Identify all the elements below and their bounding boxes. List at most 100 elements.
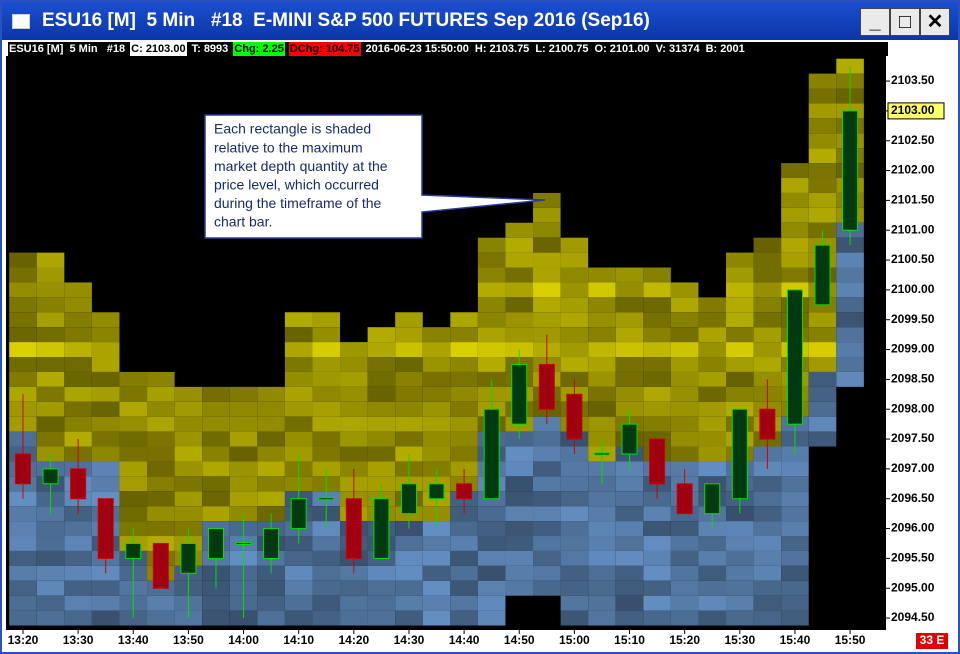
ask-depth-cell bbox=[174, 476, 203, 492]
ask-depth-cell bbox=[588, 416, 616, 432]
y-tick-label: 2096.50 bbox=[891, 491, 935, 505]
last-price-label: 2103.00 bbox=[891, 103, 935, 117]
bid-depth-cell bbox=[395, 580, 423, 596]
ask-depth-cell bbox=[9, 252, 37, 268]
ask-depth-cell bbox=[505, 282, 534, 298]
ask-depth-cell bbox=[781, 237, 809, 253]
ask-depth-cell bbox=[533, 282, 561, 298]
candle-body bbox=[511, 363, 528, 425]
ask-depth-cell bbox=[367, 357, 396, 372]
bid-depth-cell bbox=[505, 506, 534, 522]
title-bar: ESU16 [M] 5 Min #18 E-MINI S&P 500 FUTUR… bbox=[2, 2, 958, 40]
ask-depth-cell bbox=[560, 327, 589, 343]
bid-depth-cell bbox=[477, 610, 506, 626]
ask-depth-cell bbox=[670, 342, 699, 358]
candle-body bbox=[318, 497, 335, 501]
bid-depth-cell bbox=[312, 550, 341, 566]
ask-depth-cell bbox=[808, 312, 837, 328]
ask-depth-cell bbox=[257, 401, 285, 417]
ask-depth-cell bbox=[726, 312, 754, 328]
ask-depth-cell bbox=[174, 491, 203, 507]
bid-depth-cell bbox=[781, 521, 809, 537]
annotation-text: during the timeframe of the bbox=[214, 195, 382, 211]
ask-depth-cell bbox=[698, 431, 727, 447]
ask-depth-cell bbox=[753, 327, 782, 343]
ask-depth-cell bbox=[395, 431, 423, 447]
bid-depth-cell bbox=[367, 580, 396, 596]
y-tick-label: 2099.50 bbox=[891, 312, 935, 326]
ask-depth-cell bbox=[229, 491, 258, 507]
bid-depth-cell bbox=[615, 476, 644, 492]
x-tick-label: 15:10 bbox=[614, 633, 645, 647]
bid-depth-cell bbox=[505, 521, 534, 537]
window-icon bbox=[12, 14, 30, 29]
ask-depth-cell bbox=[202, 401, 230, 417]
ask-depth-cell bbox=[781, 163, 809, 179]
bid-depth-cell bbox=[395, 550, 423, 566]
candle-body bbox=[566, 393, 583, 440]
ask-depth-cell bbox=[477, 297, 506, 313]
bid-depth-cell bbox=[836, 312, 864, 328]
bid-depth-cell bbox=[698, 550, 727, 566]
bid-depth-cell bbox=[9, 536, 37, 551]
ask-depth-cell bbox=[422, 431, 451, 447]
maximize-button[interactable]: □ bbox=[890, 8, 920, 36]
ask-depth-cell bbox=[753, 312, 782, 328]
ask-depth-cell bbox=[312, 431, 341, 447]
ask-depth-cell bbox=[64, 371, 92, 387]
ask-depth-cell bbox=[340, 446, 368, 462]
ask-depth-cell bbox=[64, 312, 92, 328]
bid-depth-cell bbox=[588, 610, 616, 626]
bid-depth-cell bbox=[753, 521, 782, 537]
bid-depth-cell bbox=[615, 536, 644, 551]
bid-depth-cell bbox=[808, 416, 837, 432]
ask-depth-cell bbox=[808, 342, 837, 358]
ask-depth-cell bbox=[560, 357, 589, 372]
ask-depth-cell bbox=[119, 431, 148, 447]
candle-body bbox=[152, 542, 169, 589]
candle-body bbox=[14, 453, 31, 485]
ask-depth-cell bbox=[202, 506, 230, 522]
status-label: 33 E bbox=[920, 633, 945, 647]
ask-depth-cell bbox=[119, 446, 148, 462]
ask-depth-cell bbox=[588, 297, 616, 313]
bid-depth-cell bbox=[257, 580, 285, 596]
ask-depth-cell bbox=[284, 357, 313, 372]
ask-depth-cell bbox=[36, 416, 65, 432]
ask-depth-cell bbox=[284, 446, 313, 462]
ask-depth-cell bbox=[91, 446, 120, 462]
close-button[interactable]: ✕ bbox=[920, 8, 950, 36]
ask-depth-cell bbox=[36, 282, 65, 298]
bid-depth-cell bbox=[808, 371, 837, 387]
ask-depth-cell bbox=[340, 416, 368, 432]
y-tick-label: 2103.50 bbox=[891, 73, 935, 87]
ask-depth-cell bbox=[147, 416, 175, 432]
info-item: ESU16 [M] 5 Min #18 bbox=[9, 43, 126, 55]
minimize-button[interactable]: _ bbox=[860, 8, 890, 36]
ask-depth-cell bbox=[367, 386, 396, 402]
ask-depth-cell bbox=[147, 446, 175, 462]
ask-depth-cell bbox=[450, 312, 478, 328]
info-item: C: 2103.00 bbox=[130, 42, 187, 57]
bid-depth-cell bbox=[395, 565, 423, 581]
bid-depth-cell bbox=[670, 550, 699, 566]
ask-depth-cell bbox=[753, 297, 782, 313]
y-tick-label: 2100.50 bbox=[891, 252, 935, 266]
bid-depth-cell bbox=[450, 521, 478, 537]
candle-body bbox=[759, 408, 776, 440]
bid-depth-cell bbox=[64, 580, 92, 596]
ask-depth-cell bbox=[340, 371, 368, 387]
bid-depth-cell bbox=[505, 536, 534, 551]
ask-depth-cell bbox=[560, 237, 589, 253]
bid-depth-cell bbox=[505, 550, 534, 566]
ask-depth-cell bbox=[670, 312, 699, 328]
bid-depth-cell bbox=[533, 431, 561, 447]
bid-depth-cell bbox=[312, 536, 341, 551]
ask-depth-cell bbox=[588, 327, 616, 343]
bid-depth-cell bbox=[560, 580, 589, 596]
ask-depth-cell bbox=[367, 416, 396, 432]
ask-depth-cell bbox=[477, 252, 506, 268]
ask-depth-cell bbox=[753, 342, 782, 358]
ask-depth-cell bbox=[119, 491, 148, 507]
candle-body bbox=[814, 244, 831, 306]
